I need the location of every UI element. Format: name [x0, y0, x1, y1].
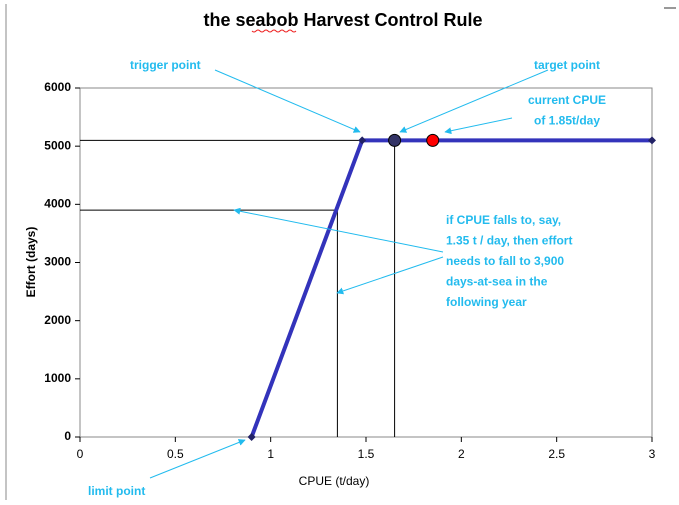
point [426, 133, 440, 147]
x-tick-label: 2 [458, 447, 465, 461]
annotation-arrow [149, 439, 246, 479]
y-axis-label: Effort (days) [24, 227, 38, 298]
annotation: target point [534, 58, 600, 72]
annotation: needs to fall to 3,900 [446, 254, 564, 268]
x-axis-label: CPUE (t/day) [299, 474, 370, 488]
annotation: current CPUE [528, 93, 606, 107]
series-line [249, 138, 652, 438]
y-tick-label: 1000 [44, 371, 71, 385]
y-tick-label: 4000 [44, 197, 71, 211]
y-tick-label: 3000 [44, 255, 71, 269]
x-tick-label: 0 [77, 447, 84, 461]
x-tick-label: 0.5 [167, 447, 184, 461]
series-marker [247, 433, 256, 441]
point [388, 133, 402, 147]
annotation-arrow [444, 117, 513, 135]
annotation-arrow [336, 256, 444, 295]
y-tick-label: 2000 [44, 313, 71, 327]
spell-underline [251, 29, 297, 33]
annotation: limit point [88, 484, 145, 498]
annotation: following year [446, 295, 527, 309]
x-tick-label: 3 [649, 447, 656, 461]
x-tick-label: 1 [267, 447, 274, 461]
chart-title: the seabob Harvest Control Rule [203, 10, 482, 30]
annotation: trigger point [130, 58, 201, 72]
annotation-arrow [399, 69, 549, 133]
x-tick-label: 1.5 [358, 447, 375, 461]
annotation: if CPUE falls to, say, [446, 213, 561, 227]
y-tick-label: 6000 [44, 80, 71, 94]
y-tick-label: 0 [64, 429, 71, 443]
y-tick-label: 5000 [44, 138, 71, 152]
x-tick-label: 2.5 [548, 447, 565, 461]
series-marker [648, 136, 656, 145]
annotation: of 1.85t/day [534, 114, 600, 128]
annotation: days-at-sea in the [446, 275, 548, 289]
annotation-arrow [214, 69, 361, 133]
annotation: 1.35 t / day, then effort [446, 234, 572, 248]
annotation-arrow [233, 207, 444, 253]
series-marker [358, 136, 367, 145]
